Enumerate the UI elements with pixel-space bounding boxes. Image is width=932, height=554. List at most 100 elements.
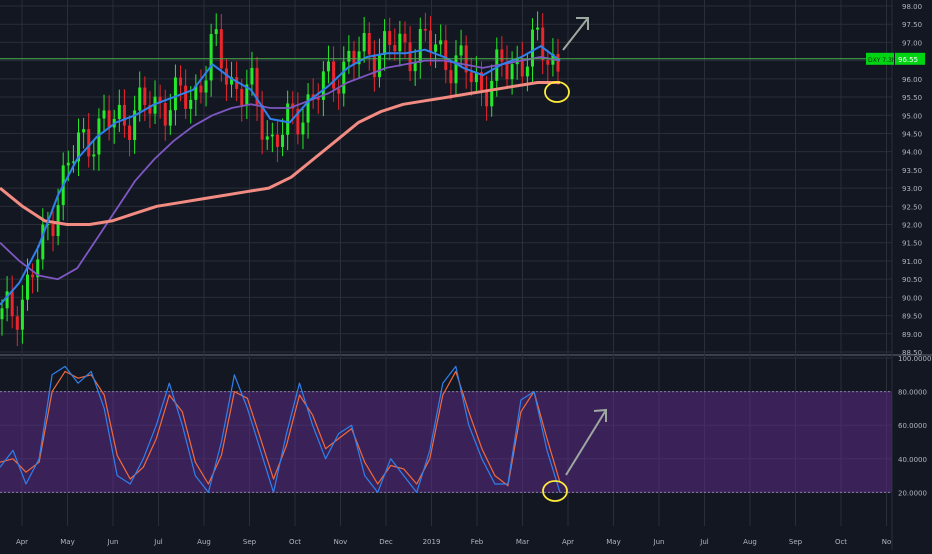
annotations	[542, 17, 607, 502]
candle-body	[51, 223, 55, 237]
candle-body	[418, 28, 422, 63]
price-tick-label: 90.00	[902, 294, 922, 302]
candle-body	[388, 31, 392, 45]
candle-body	[168, 110, 172, 126]
candle-body	[321, 71, 325, 100]
candle-body	[281, 134, 285, 147]
stochastic-k-line	[0, 365, 561, 493]
candle-body	[372, 54, 376, 78]
candle-body	[20, 299, 24, 330]
candle-body	[316, 97, 320, 100]
candle-body	[332, 61, 336, 89]
candle-body	[367, 33, 371, 55]
price-tag: DXY 7.3h 96.55	[866, 52, 925, 65]
candle-body	[173, 77, 177, 111]
candle-body	[117, 104, 121, 119]
candle-body	[5, 291, 9, 309]
highlight-circle-stoch	[542, 480, 568, 502]
candle-body	[403, 33, 407, 43]
candle-body	[143, 87, 147, 105]
price-tick-label: 95.50	[902, 94, 922, 102]
overbought-oversold-band	[0, 391, 892, 493]
candle-body	[158, 96, 162, 103]
candle-body	[449, 70, 453, 84]
candle-body	[362, 33, 366, 52]
candle-body	[189, 99, 193, 109]
candle-body	[41, 224, 45, 260]
highlight-circle-main	[544, 81, 570, 103]
time-tick-label: Feb	[471, 538, 484, 546]
candle-body	[505, 61, 509, 80]
candle-body	[214, 29, 218, 35]
candle-body	[398, 33, 402, 52]
time-tick-label: May	[606, 538, 620, 546]
candle-body	[301, 122, 305, 135]
candle-body	[10, 291, 14, 317]
candle-body	[510, 64, 514, 80]
price-tag-value: 96.55	[898, 56, 918, 64]
candle-body	[428, 30, 432, 52]
price-tick-label: 90.50	[902, 276, 922, 284]
sma-slow-line	[0, 81, 560, 226]
stochastic-tick-label: 80.0000	[898, 389, 927, 397]
candle-body	[71, 161, 75, 163]
time-tick-label: No	[882, 538, 892, 546]
price-tick-label: 97.00	[902, 39, 922, 47]
candle-body	[184, 85, 188, 109]
price-tick-label: 95.00	[902, 112, 922, 120]
price-tag-box	[866, 52, 894, 65]
candle-body	[474, 72, 478, 83]
price-tick-label: 93.00	[902, 185, 922, 193]
time-tick-label: Nov	[334, 538, 348, 546]
stochastic-tick-label: 100.0000	[898, 355, 931, 363]
price-tag-value-box	[895, 52, 925, 65]
up-arrow-main-head	[576, 17, 589, 30]
candle-body	[383, 31, 387, 55]
candle-body	[209, 34, 213, 81]
time-tick-label: Mar	[516, 538, 529, 546]
stochastic-axis[interactable]: 100.0000 80.0000 60.0000 40.0000 20.0000	[898, 355, 931, 497]
candle-body	[31, 274, 35, 278]
candle-body	[525, 66, 529, 77]
candle-body	[245, 84, 249, 106]
sma-fast-line	[0, 45, 561, 306]
candle-body	[469, 72, 473, 83]
price-tick-label: 89.50	[902, 313, 922, 321]
candle-body	[536, 27, 540, 30]
stochastic-tick-label: 20.0000	[898, 489, 927, 497]
price-tick-label: 97.50	[902, 21, 922, 29]
time-tick-label: Oct	[835, 538, 847, 546]
candle-body	[479, 72, 483, 90]
price-tick-label: 89.00	[902, 331, 922, 339]
price-tick-label: 94.00	[902, 149, 922, 157]
candle-body	[413, 62, 417, 72]
price-tick-label: 88.50	[902, 349, 922, 357]
candle-body	[377, 54, 381, 78]
time-tick-label: Oct	[289, 538, 301, 546]
price-tag-symbol: DXY 7.3h	[868, 57, 896, 64]
candle-body	[342, 61, 346, 94]
time-tick-label: Aug	[197, 538, 211, 546]
up-arrow-stoch-shaft	[565, 409, 607, 476]
candle-body	[102, 110, 106, 119]
candle-body	[520, 58, 524, 77]
price-tick-label: 91.00	[902, 258, 922, 266]
candle-body	[194, 85, 198, 100]
time-tick-label: Apr	[562, 538, 574, 546]
candle-body	[485, 89, 489, 107]
candle-body	[0, 308, 4, 320]
stochastic-band	[0, 391, 892, 493]
time-axis[interactable]: Apr May Jun Jul Aug Sep Oct Nov Dec 2019 Feb Mar Apr…	[16, 538, 891, 546]
price-tick-label: 92.50	[902, 203, 922, 211]
price-tick-label: 91.50	[902, 240, 922, 248]
candle-body	[275, 134, 279, 147]
candle-body	[36, 259, 40, 278]
candle-body	[286, 103, 290, 135]
candle-body	[530, 29, 534, 67]
price-tick-label: 93.50	[902, 167, 922, 175]
time-tick-label: Jul	[699, 538, 709, 546]
up-arrow-stoch-head	[593, 408, 607, 422]
candle-body	[439, 40, 443, 45]
